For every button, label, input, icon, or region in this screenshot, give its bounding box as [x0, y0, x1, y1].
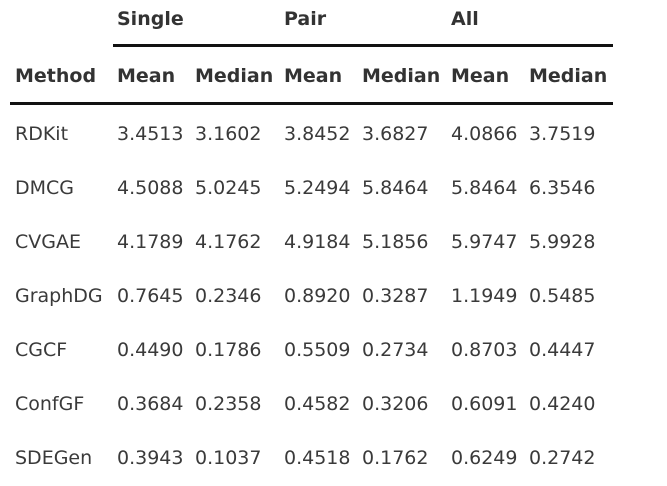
value-cell: 0.6249: [451, 447, 518, 469]
value-cell: 4.1762: [195, 231, 262, 253]
value-cell: 0.2346: [195, 285, 262, 307]
group-header-pair: Pair: [284, 8, 327, 30]
value-cell: 5.8464: [451, 177, 518, 199]
column-header-single-mean: Mean: [117, 65, 176, 87]
method-cell: DMCG: [15, 177, 75, 199]
value-cell: 0.4240: [529, 393, 596, 415]
method-cell: SDEGen: [15, 447, 93, 469]
group-header-all: All: [451, 8, 479, 30]
value-cell: 3.1602: [195, 123, 262, 145]
method-cell: GraphDG: [15, 285, 103, 307]
method-cell: CGCF: [15, 339, 68, 361]
value-cell: 5.2494: [284, 177, 351, 199]
value-cell: 3.6827: [362, 123, 429, 145]
method-cell: ConfGF: [15, 393, 85, 415]
value-cell: 5.8464: [362, 177, 429, 199]
value-cell: 6.3546: [529, 177, 596, 199]
value-cell: 0.1762: [362, 447, 429, 469]
value-cell: 1.1949: [451, 285, 518, 307]
value-cell: 0.4490: [117, 339, 184, 361]
results-table: Single Pair All Method Mean Median Mean …: [10, 0, 613, 483]
table-row: GraphDG 0.7645 0.2346 0.8920 0.3287 1.19…: [10, 267, 613, 321]
value-cell: 0.7645: [117, 285, 184, 307]
column-header-pair-median: Median: [362, 65, 441, 87]
value-cell: 0.2742: [529, 447, 596, 469]
value-cell: 4.5088: [117, 177, 184, 199]
value-cell: 0.4447: [529, 339, 596, 361]
column-header-rule: [10, 102, 613, 105]
table-row: CGCF 0.4490 0.1786 0.5509 0.2734 0.8703 …: [10, 321, 613, 375]
value-cell: 3.4513: [117, 123, 184, 145]
value-cell: 5.9928: [529, 231, 596, 253]
table-row: SDEGen 0.3943 0.1037 0.4518 0.1762 0.624…: [10, 429, 613, 483]
column-header-all-mean: Mean: [451, 65, 510, 87]
value-cell: 3.8452: [284, 123, 351, 145]
value-cell: 0.8920: [284, 285, 351, 307]
value-cell: 0.5509: [284, 339, 351, 361]
table-row: ConfGF 0.3684 0.2358 0.4582 0.3206 0.609…: [10, 375, 613, 429]
value-cell: 0.4582: [284, 393, 351, 415]
value-cell: 0.3206: [362, 393, 429, 415]
table-row: DMCG 4.5088 5.0245 5.2494 5.8464 5.8464 …: [10, 159, 613, 213]
value-cell: 5.1856: [362, 231, 429, 253]
table-row: RDKit 3.4513 3.1602 3.8452 3.6827 4.0866…: [10, 105, 613, 159]
column-header-all-median: Median: [529, 65, 608, 87]
value-cell: 0.3684: [117, 393, 184, 415]
column-header-method: Method: [15, 65, 97, 87]
value-cell: 4.0866: [451, 123, 518, 145]
column-header-row: Method Mean Median Mean Median Mean Medi…: [10, 47, 613, 105]
value-cell: 0.3287: [362, 285, 429, 307]
value-cell: 0.4518: [284, 447, 351, 469]
method-cell: RDKit: [15, 123, 69, 145]
group-header-rule: [113, 44, 613, 47]
value-cell: 0.2734: [362, 339, 429, 361]
value-cell: 5.0245: [195, 177, 262, 199]
table-body: RDKit 3.4513 3.1602 3.8452 3.6827 4.0866…: [10, 105, 613, 483]
group-header-single: Single: [117, 8, 184, 30]
group-header-row: Single Pair All: [10, 0, 613, 47]
value-cell: 3.7519: [529, 123, 596, 145]
value-cell: 4.9184: [284, 231, 351, 253]
value-cell: 0.3943: [117, 447, 184, 469]
value-cell: 0.6091: [451, 393, 518, 415]
table-row: CVGAE 4.1789 4.1762 4.9184 5.1856 5.9747…: [10, 213, 613, 267]
value-cell: 0.8703: [451, 339, 518, 361]
value-cell: 0.5485: [529, 285, 596, 307]
value-cell: 0.1786: [195, 339, 262, 361]
value-cell: 4.1789: [117, 231, 184, 253]
value-cell: 0.1037: [195, 447, 262, 469]
method-cell: CVGAE: [15, 231, 81, 253]
value-cell: 5.9747: [451, 231, 518, 253]
column-header-single-median: Median: [195, 65, 274, 87]
value-cell: 0.2358: [195, 393, 262, 415]
column-header-pair-mean: Mean: [284, 65, 343, 87]
